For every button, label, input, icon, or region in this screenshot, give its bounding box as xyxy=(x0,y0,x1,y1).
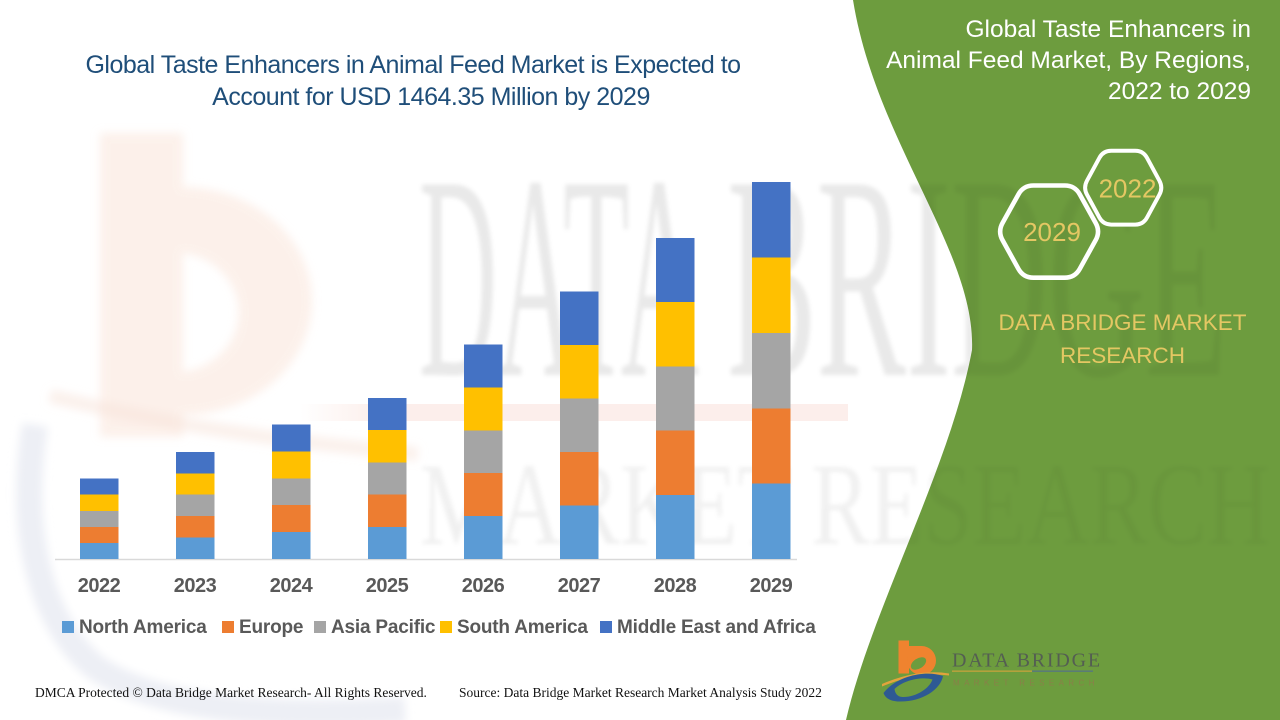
svg-text:2029: 2029 xyxy=(1023,217,1081,247)
svg-text:2022: 2022 xyxy=(1099,174,1157,204)
svg-text:MARKET RESEARCH: MARKET RESEARCH xyxy=(953,679,1099,688)
svg-text:DATA BRIDGE: DATA BRIDGE xyxy=(952,650,1102,672)
